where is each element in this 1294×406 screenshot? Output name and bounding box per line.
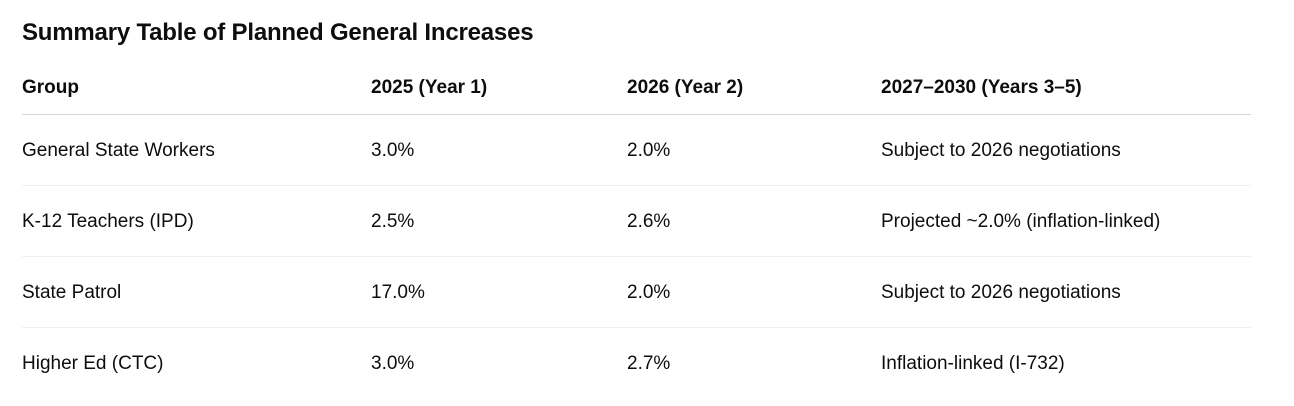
cell-group: Higher Ed (CTC) xyxy=(22,353,164,374)
table-row: State Patrol 17.0% 2.0% Subject to 2026 … xyxy=(22,256,1251,328)
cell-year2: 2.0% xyxy=(627,114,881,186)
cell-years3-5: Projected ~2.0% (inflation-linked) xyxy=(881,185,1251,257)
cell-group: K-12 Teachers (IPD) xyxy=(22,185,371,257)
cell-years3-5: Inflation-linked (I-732) xyxy=(881,353,1065,374)
column-header-2027-2030: 2027–2030 (Years 3–5) xyxy=(881,48,1251,115)
cell-year1: 3.0% xyxy=(371,353,415,374)
table-row: Higher Ed (CTC) 3.0% 2.7% Inflation-link… xyxy=(22,328,1251,399)
header-row: Group 2025 (Year 1) 2026 (Year 2) 2027–2… xyxy=(22,48,1251,115)
cell-group: General State Workers xyxy=(22,114,371,186)
column-header-group: Group xyxy=(22,48,371,115)
cell-year2: 2.7% xyxy=(627,353,671,374)
cell-years3-5: Subject to 2026 negotiations xyxy=(881,256,1251,328)
table-body: General State Workers 3.0% 2.0% Subject … xyxy=(22,114,1251,399)
column-header-2025: 2025 (Year 1) xyxy=(371,48,627,115)
page-title: Summary Table of Planned General Increas… xyxy=(22,19,534,46)
cell-year1: 3.0% xyxy=(371,114,627,186)
summary-table: Group 2025 (Year 1) 2026 (Year 2) 2027–2… xyxy=(22,48,1251,398)
cell-years3-5: Subject to 2026 negotiations xyxy=(881,114,1251,186)
cell-year1: 2.5% xyxy=(371,185,627,257)
table-row: General State Workers 3.0% 2.0% Subject … xyxy=(22,114,1251,186)
table-header: Group 2025 (Year 1) 2026 (Year 2) 2027–2… xyxy=(22,48,1251,115)
column-header-2026: 2026 (Year 2) xyxy=(627,48,881,115)
cell-year1: 17.0% xyxy=(371,256,627,328)
cell-year2: 2.6% xyxy=(627,185,881,257)
table-row: K-12 Teachers (IPD) 2.5% 2.6% Projected … xyxy=(22,185,1251,257)
cell-group: State Patrol xyxy=(22,256,371,328)
cell-year2: 2.0% xyxy=(627,256,881,328)
